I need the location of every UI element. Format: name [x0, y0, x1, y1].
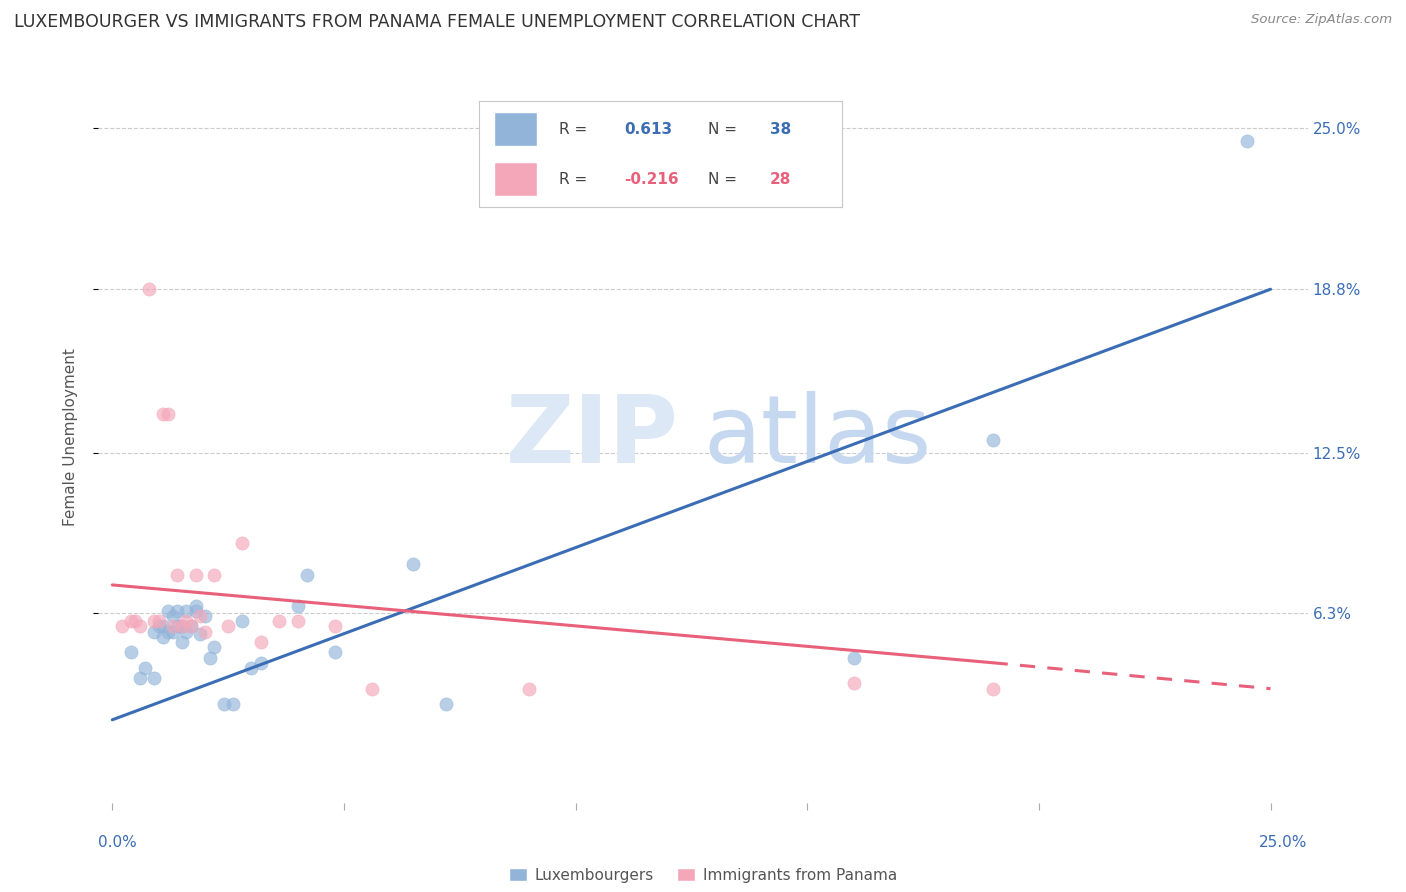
Text: atlas: atlas — [703, 391, 931, 483]
Point — [143, 671, 166, 685]
Point — [134, 661, 156, 675]
Point — [249, 656, 271, 670]
Point — [198, 650, 221, 665]
Point — [202, 640, 225, 655]
Point — [176, 604, 198, 618]
Point — [176, 614, 198, 628]
Point — [222, 698, 245, 712]
Point — [360, 681, 382, 696]
Point — [842, 676, 865, 690]
Point — [120, 645, 142, 659]
Point — [1236, 135, 1258, 149]
Point — [166, 604, 188, 618]
Point — [143, 624, 166, 639]
Point — [138, 282, 160, 296]
Text: 25.0%: 25.0% — [1260, 836, 1308, 850]
Point — [148, 619, 170, 633]
Point — [176, 624, 198, 639]
Text: Source: ZipAtlas.com: Source: ZipAtlas.com — [1251, 13, 1392, 27]
Point — [156, 624, 179, 639]
Legend: Luxembourgers, Immigrants from Panama: Luxembourgers, Immigrants from Panama — [503, 862, 903, 889]
Point — [188, 609, 211, 624]
Point — [295, 567, 318, 582]
Point — [143, 614, 166, 628]
Point — [110, 619, 132, 633]
Point — [170, 619, 193, 633]
Point — [202, 567, 225, 582]
Point — [162, 609, 184, 624]
Point — [156, 604, 179, 618]
Point — [170, 635, 193, 649]
Point — [212, 698, 235, 712]
Point — [124, 614, 146, 628]
Y-axis label: Female Unemployment: Female Unemployment — [63, 348, 77, 526]
Point — [842, 650, 865, 665]
Point — [180, 619, 202, 633]
Point — [129, 619, 152, 633]
Point — [152, 630, 174, 644]
Point — [148, 614, 170, 628]
Point — [269, 614, 291, 628]
Point — [517, 681, 540, 696]
Point — [287, 614, 309, 628]
Point — [231, 536, 253, 550]
Point — [240, 661, 263, 675]
Point — [287, 599, 309, 613]
Point — [166, 567, 188, 582]
Point — [402, 557, 425, 571]
Point — [129, 671, 152, 685]
Point — [162, 619, 184, 633]
Point — [981, 433, 1004, 447]
Text: LUXEMBOURGER VS IMMIGRANTS FROM PANAMA FEMALE UNEMPLOYMENT CORRELATION CHART: LUXEMBOURGER VS IMMIGRANTS FROM PANAMA F… — [14, 13, 860, 31]
Point — [434, 698, 457, 712]
Point — [120, 614, 142, 628]
Point — [180, 619, 202, 633]
Point — [184, 599, 207, 613]
Text: 0.0%: 0.0% — [98, 836, 138, 850]
Point — [162, 624, 184, 639]
Point — [194, 609, 217, 624]
Point — [188, 627, 211, 641]
Point — [184, 604, 207, 618]
Point — [156, 407, 179, 421]
Point — [231, 614, 253, 628]
Point — [323, 645, 346, 659]
Point — [152, 407, 174, 421]
Point — [194, 624, 217, 639]
Point — [217, 619, 239, 633]
Point — [152, 619, 174, 633]
Text: ZIP: ZIP — [506, 391, 679, 483]
Point — [184, 567, 207, 582]
Point — [323, 619, 346, 633]
Point — [981, 681, 1004, 696]
Point — [249, 635, 271, 649]
Point — [170, 619, 193, 633]
Point — [166, 619, 188, 633]
